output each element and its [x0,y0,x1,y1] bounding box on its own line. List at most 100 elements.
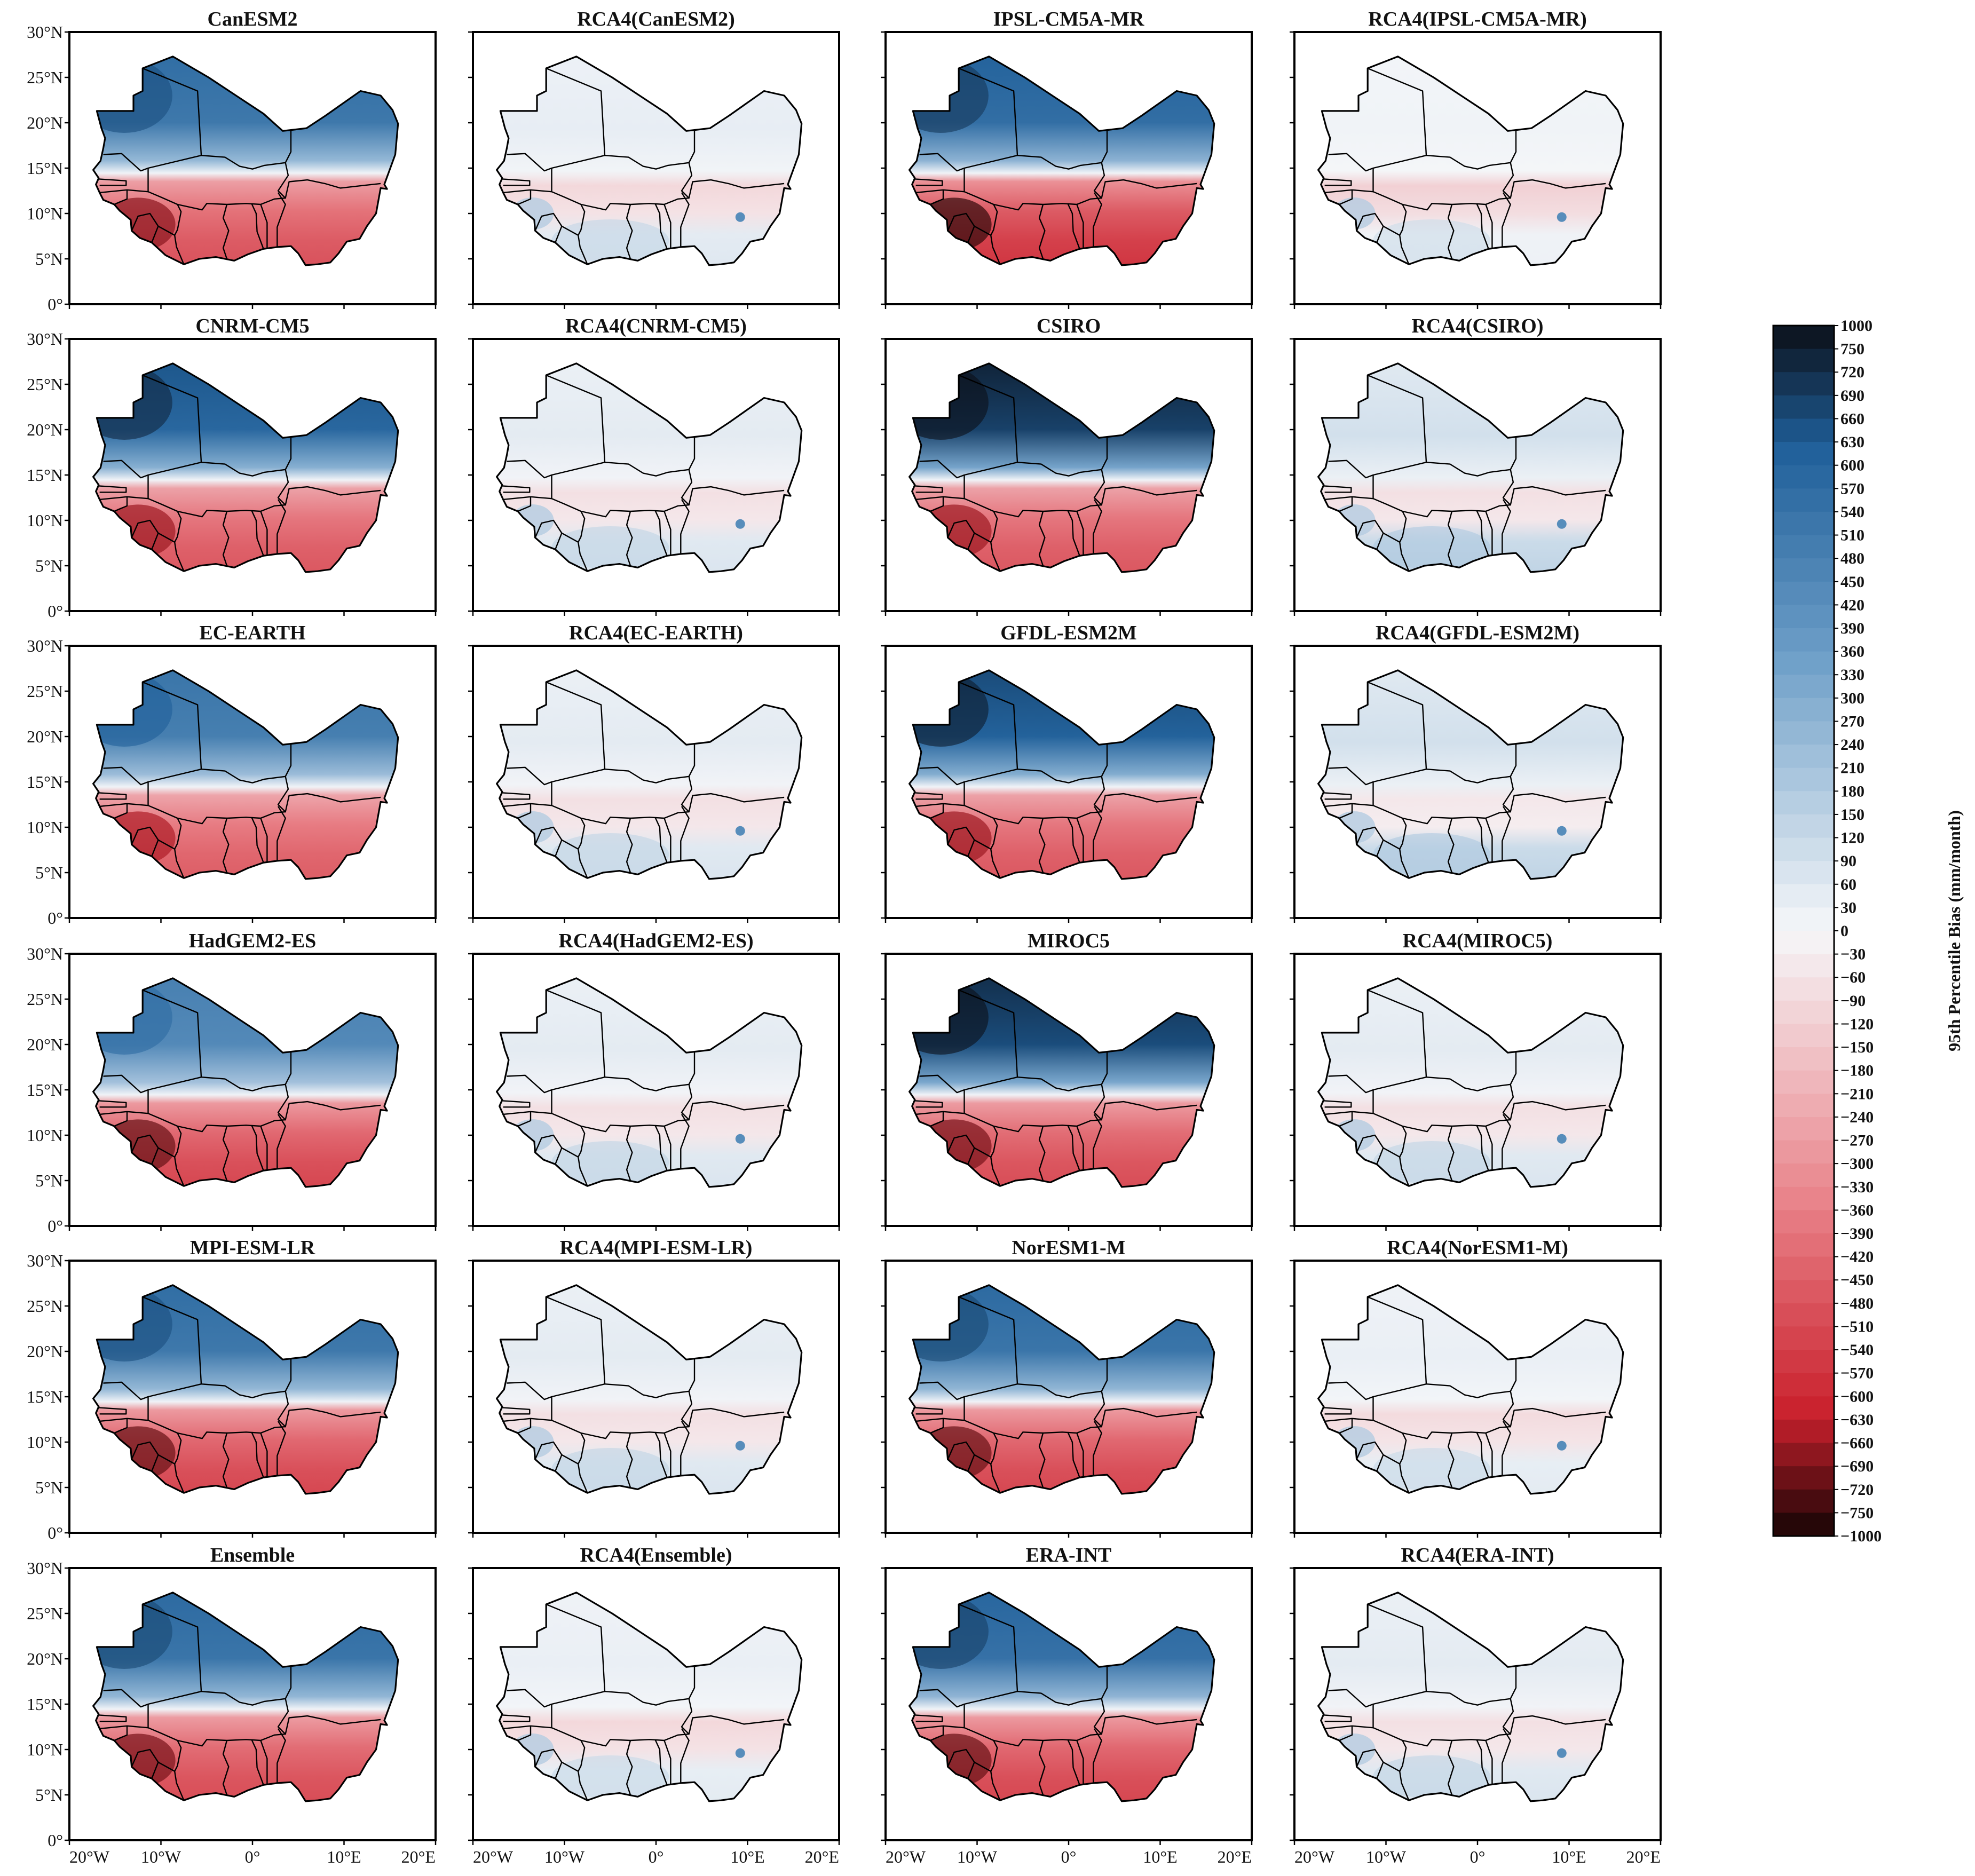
country-border [1076,1740,1084,1784]
lat-tick-label: 0° [48,908,63,928]
colorbar-tick-label: 540 [1840,503,1865,521]
country-border [1399,204,1407,236]
country-border [963,1090,1102,1133]
lon-tick-label: 10°E [1552,1847,1586,1866]
country-border [534,826,563,857]
colorbar-segment [1773,767,1834,791]
country-border [578,818,586,850]
colorbar-segment [1773,931,1834,955]
colorbar-segment [1773,465,1834,489]
colorbar-tick-label: 450 [1840,573,1865,591]
panel-title: HadGEM2-ES [189,930,317,952]
bias-hotspot [735,212,745,222]
country-border [1093,1084,1197,1121]
country-border [201,437,292,477]
country-border [626,1126,633,1181]
lon-tick-label: 0° [1061,1847,1077,1866]
panel-title: RCA4(CSIRO) [1412,315,1544,337]
country-border [914,792,943,800]
country-border [1485,511,1493,555]
country-border [551,1090,689,1133]
country-border [551,782,689,825]
map-panel-miroc5: MIROC5 [881,930,1253,1231]
country-border [680,192,690,247]
lon-tick-label: 20°W [1294,1847,1335,1866]
colorbar-segment [1773,651,1834,675]
country-border [174,1740,182,1772]
lat-tick-label: 10°N [27,1740,63,1759]
panel-title: ERA-INT [1026,1544,1111,1566]
country-border [114,189,128,205]
country-border [222,511,230,566]
region-outline [1317,56,1624,266]
country-border [98,1714,127,1722]
country-border [626,204,633,259]
country-border [654,1431,668,1478]
map-panel-rca4-ipsl-cm5a-mr: RCA4(IPSL-CM5A-MR) [1290,8,1662,309]
country-border [114,1725,128,1742]
country-border [1339,1725,1353,1742]
lon-tick-label: 20°E [1626,1847,1661,1866]
colorbar-tick-label: 510 [1840,527,1865,544]
country-border [1399,511,1407,543]
country-border [260,1740,268,1784]
country-border [914,1714,943,1722]
country-border [974,1147,1001,1186]
colorbar-segment [1773,1233,1834,1257]
colorbar-segment [1773,814,1834,838]
country-border [222,1126,230,1181]
country-border [551,1704,689,1747]
lon-tick-label: 10°W [957,1847,998,1866]
colorbar-segment [1773,1186,1834,1210]
colorbar-segment [1773,1256,1834,1280]
country-border [1323,1100,1352,1108]
country-border [277,1391,381,1428]
colorbar-segment [1773,675,1834,699]
colorbar-segment [1773,628,1834,652]
bias-field [909,363,1214,572]
country-border [604,130,696,170]
country-border [914,1100,943,1108]
map-panel-ec-earth: EC-EARTH 30°N 25°N 20°N 15°N 10°N 5°N 0° [27,622,437,928]
panel-title: GFDL-ESM2M [1000,622,1136,644]
country-border [277,1698,381,1735]
colorbar-segment [1773,442,1834,466]
panel-title: RCA4(MIROC5) [1403,930,1553,952]
country-border [114,496,128,512]
lat-tick-label: 5°N [35,556,63,575]
region-outline [908,1592,1215,1802]
map-panel-rca4-era-int: RCA4(ERA-INT) 20°W 10°W 0° 10°E 20°E [1290,1544,1662,1866]
lat-tick-label: 25°N [27,990,63,1009]
lat-tick-label: 10°N [27,204,63,223]
country-border [1093,1421,1102,1476]
country-border [131,1441,159,1471]
bias-field [93,56,398,265]
bias-field [93,670,398,879]
country-border [1076,1126,1084,1170]
country-border [626,1740,633,1795]
country-border [1339,803,1353,819]
country-border [626,818,633,873]
country-border [114,803,128,819]
panel-title: RCA4(CNRM-CM5) [565,315,747,337]
lat-tick-label: 15°N [27,1387,63,1406]
country-border [947,1441,975,1471]
lon-tick-label: 20°E [401,1847,436,1866]
panel-title: RCA4(NorESM1-M) [1387,1237,1568,1259]
colorbar-tick-label: 660 [1840,410,1865,428]
country-border [147,1704,286,1747]
map-panel-canesm2: CanESM2 30°N 25°N 20°N 15°N 10°N 5°N 0° [27,8,437,314]
region-outline [496,669,803,880]
country-border [1502,162,1606,199]
country-border [1017,1051,1108,1091]
country-border [1426,437,1517,477]
colorbar-segment [1773,326,1834,350]
country-border [1093,162,1197,199]
bias-field [909,978,1214,1187]
colorbar-tick-label: −390 [1840,1225,1874,1242]
bias-field [909,1592,1214,1801]
map-panel-rca4-miroc5: RCA4(MIROC5) [1290,930,1662,1231]
colorbar-tick-label: 300 [1840,690,1865,707]
region-outline [908,1284,1215,1495]
country-border [1093,469,1197,506]
